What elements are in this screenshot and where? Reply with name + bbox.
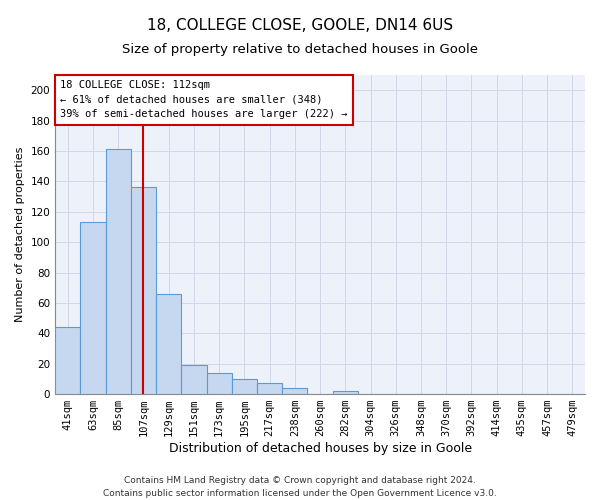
Bar [55, 327, 80, 394]
Bar [80, 222, 106, 394]
Bar [131, 188, 156, 394]
Bar [332, 391, 358, 394]
Bar [232, 379, 257, 394]
X-axis label: Distribution of detached houses by size in Goole: Distribution of detached houses by size … [169, 442, 472, 455]
Text: Size of property relative to detached houses in Goole: Size of property relative to detached ho… [122, 42, 478, 56]
Text: Contains HM Land Registry data © Crown copyright and database right 2024.
Contai: Contains HM Land Registry data © Crown c… [103, 476, 497, 498]
Bar [206, 373, 232, 394]
Text: 18 COLLEGE CLOSE: 112sqm
← 61% of detached houses are smaller (348)
39% of semi-: 18 COLLEGE CLOSE: 112sqm ← 61% of detach… [61, 80, 348, 120]
Bar [156, 294, 181, 394]
Text: 18, COLLEGE CLOSE, GOOLE, DN14 6US: 18, COLLEGE CLOSE, GOOLE, DN14 6US [147, 18, 453, 32]
Bar [106, 150, 131, 394]
Bar [257, 384, 282, 394]
Bar [282, 388, 307, 394]
Bar [181, 365, 206, 394]
Y-axis label: Number of detached properties: Number of detached properties [15, 147, 25, 322]
